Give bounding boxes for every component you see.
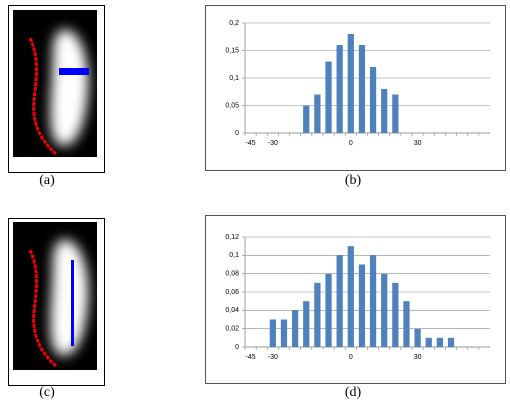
bar [291,310,299,347]
red-curve [28,37,57,156]
x-tick-label: 30 [414,140,422,147]
x-tick-label: -45 [246,140,256,147]
x-tick-label: 30 [414,354,422,361]
x-tick-label: -30 [268,354,278,361]
bar [369,255,377,347]
bar [447,337,455,347]
caption: (b) [345,173,362,188]
caption: (c) [39,385,55,400]
y-tick-label: 0,04 [225,307,239,314]
y-tick-label: 0 [235,130,239,137]
y-tick-label: 0 [235,344,239,351]
y-tick-label: 0,15 [225,47,239,54]
bar [303,105,310,133]
bar [358,264,366,347]
y-tick-label: 0,06 [225,289,239,296]
bar [392,282,399,347]
y-tick-label: 0,02 [225,326,239,333]
y-tick-label: 0,2 [229,20,239,27]
x-tick-label: -30 [268,140,278,147]
bar [269,319,276,347]
y-tick-label: 0,08 [225,271,239,278]
bar [347,246,354,347]
bar [369,67,377,133]
x-tick-label: -45 [246,354,256,361]
y-tick-label: 0,1 [229,252,239,259]
bar [358,45,366,133]
bar [414,328,421,347]
chart-frame [205,215,506,384]
caption: (a) [39,173,55,188]
y-tick-label: 0,12 [225,234,239,241]
y-tick-label: 0,1 [229,75,239,82]
bar [280,319,288,347]
bar [336,255,343,347]
bar [381,89,388,133]
bar [381,273,388,347]
bar [392,94,399,133]
bar [314,94,321,133]
bar [336,45,343,133]
blue-bar [59,68,89,75]
white-region [50,239,89,356]
x-tick-label: 0 [349,354,353,361]
bar [347,34,354,133]
y-tick-label: 0,05 [225,102,239,109]
bar [425,337,432,347]
blue-bar [71,260,74,346]
bar [314,282,321,347]
bar [436,337,444,347]
bar [325,61,332,133]
white-region [50,29,89,146]
x-tick-label: 0 [349,140,353,147]
caption: (d) [345,385,362,400]
bar [303,301,310,347]
bar [403,301,410,347]
chart-frame [205,5,506,171]
bar [325,273,332,347]
red-curve [28,249,57,368]
